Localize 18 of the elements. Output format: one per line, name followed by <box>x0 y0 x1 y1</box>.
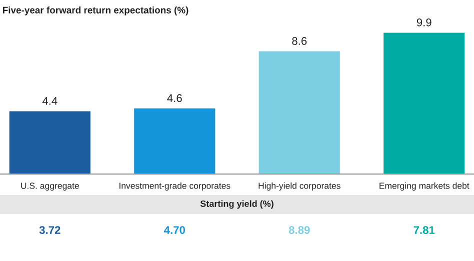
data-label: 9.9 <box>416 18 432 26</box>
text: 8.89 <box>288 226 310 234</box>
bar <box>384 32 465 174</box>
text: 7.81 <box>414 226 435 234</box>
data-label: 8.6 <box>292 37 307 45</box>
text: 3.72 <box>39 226 60 234</box>
chart-title: Five-year forward return expectations (%) <box>3 6 188 16</box>
x-tick-label: High-yield corporates <box>258 182 340 191</box>
data-label: 4.4 <box>42 97 58 105</box>
text: 4.70 <box>164 226 185 234</box>
bar <box>9 111 90 174</box>
x-tick-label: Investment-grade corporates <box>120 182 230 191</box>
x-tick-label: Emerging markets debt <box>380 182 470 191</box>
text: Starting yield (%) <box>200 200 274 209</box>
x-tick-label: U.S. aggregate <box>21 182 79 191</box>
data-label: 4.6 <box>167 94 182 102</box>
bar <box>258 51 340 174</box>
bar <box>134 108 216 174</box>
